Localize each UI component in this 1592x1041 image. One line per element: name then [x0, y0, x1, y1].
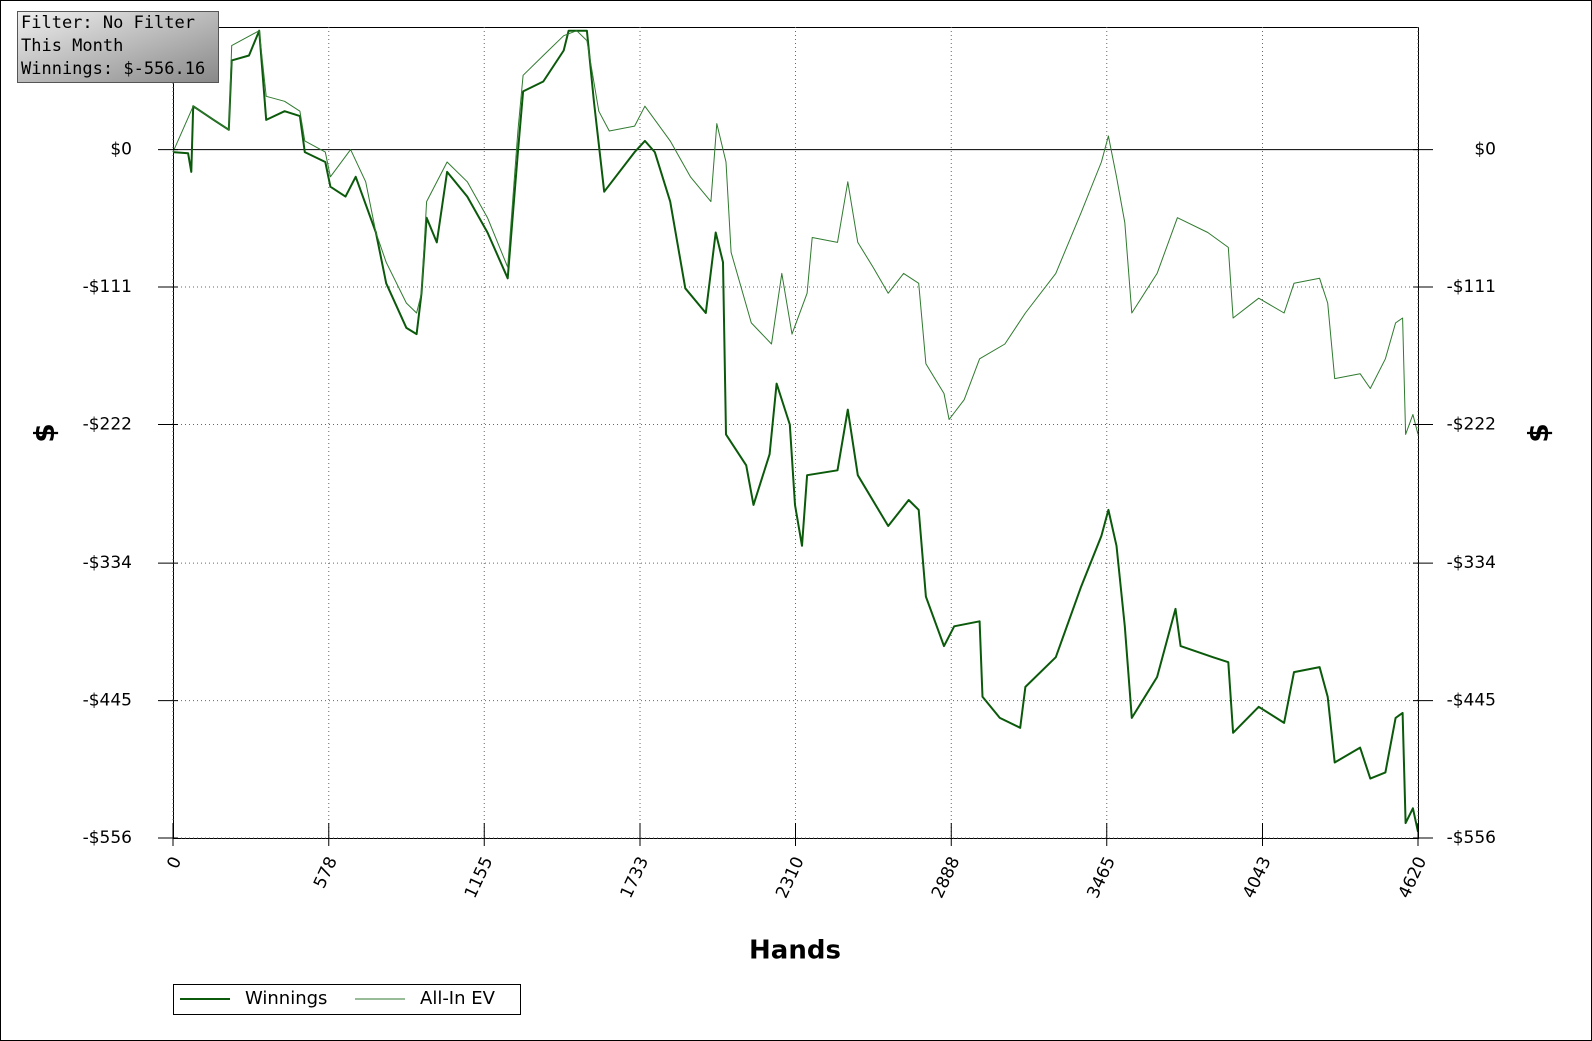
info-line: This Month [21, 36, 123, 56]
y-tick-label-right: -$445 [1447, 691, 1496, 711]
y-tick-label-right: $0 [1474, 140, 1496, 160]
y-tick-label-right: -$334 [1447, 553, 1496, 573]
legend [173, 984, 521, 1015]
info-box [17, 11, 219, 83]
y-tick-label: -$556 [83, 828, 132, 848]
y-tick-label-right: -$222 [1447, 414, 1496, 434]
info-line: Filter: No Filter [21, 13, 195, 33]
lines [172, 29, 1419, 833]
info-line: Winnings: $-556.16 [21, 59, 205, 79]
y-tick-label: -$222 [83, 414, 132, 434]
y-tick-label-right: -$111 [1447, 277, 1496, 297]
legend-label: Winnings [245, 988, 327, 1009]
y-tick-label: -$111 [83, 277, 132, 297]
y-tick-label: $0 [110, 140, 132, 160]
x-axis-title: Hands [749, 936, 841, 966]
series-line [172, 29, 1419, 833]
y-tick-label-right: -$556 [1447, 828, 1496, 848]
legend-items: Winnings All-In EV [180, 988, 496, 1009]
legend-label: All-In EV [420, 988, 496, 1009]
axes: -$556 -$556 -$445 -$445 -$334 -$334 -$222 -$222… [83, 140, 1496, 902]
y-tick-label: -$334 [83, 553, 132, 573]
y-tick-label: -$445 [83, 691, 132, 711]
y-axis-title-right: $ [1522, 423, 1555, 442]
series-line [172, 30, 1419, 435]
grid [172, 27, 1419, 839]
y-axis-title: $ [28, 423, 61, 442]
